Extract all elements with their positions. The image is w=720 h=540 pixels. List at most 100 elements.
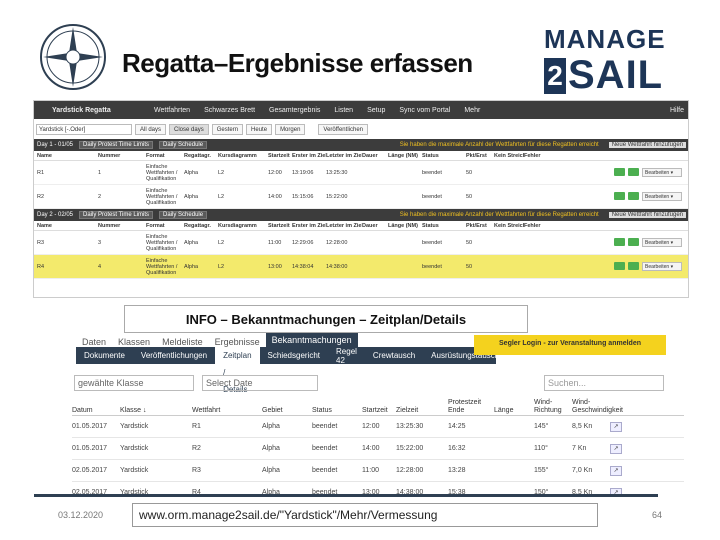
portal-subtab[interactable]: Veröffentlichungen bbox=[140, 351, 208, 360]
schedule-cell: R3 bbox=[192, 467, 201, 474]
race-row[interactable]: R3 3 Einfache Wettfahrten / Qualifikation A… bbox=[34, 231, 688, 255]
portal-subtab[interactable]: Dokumente bbox=[84, 351, 125, 360]
schedule-cell: R4 bbox=[192, 489, 201, 496]
column-header: Erster im Ziel bbox=[292, 152, 326, 159]
wind-info-icon[interactable]: ↗ bbox=[610, 443, 622, 454]
wind-info-icon[interactable]: ↗ bbox=[610, 465, 622, 476]
portal-tab[interactable]: Daten bbox=[82, 337, 107, 347]
day-tag-button[interactable]: Daily Protest Time Limits bbox=[79, 211, 154, 219]
column-header: Länge (NM) bbox=[388, 152, 418, 159]
portal-subtab[interactable]: Crewtausch bbox=[372, 351, 416, 360]
filter-morgen[interactable]: Morgen bbox=[275, 123, 306, 135]
app-brand[interactable]: Yardstick Regatta bbox=[52, 106, 111, 114]
race-cell: L2 bbox=[218, 169, 225, 176]
info-box: INFO – Bekanntmachungen – Zeitplan/Detai… bbox=[124, 305, 528, 333]
nav-item-hilfe[interactable]: Hilfe bbox=[669, 106, 684, 114]
filter-gestern[interactable]: Gestern bbox=[211, 123, 244, 135]
portal-filter: gewählte Klasse Select Date Suchen... bbox=[74, 372, 684, 394]
nav-item-setup[interactable]: Setup bbox=[367, 106, 386, 114]
schedule-column-header: Datum bbox=[72, 407, 93, 414]
schedule-column-header: Wind-Richtung bbox=[534, 399, 562, 414]
race-row[interactable]: R4 4 Einfache Wettfahrten / Qualifikation A… bbox=[34, 255, 688, 279]
race-cell: R2 bbox=[37, 193, 45, 200]
schedule-cell: Alpha bbox=[262, 445, 280, 452]
search-input[interactable]: Suchen... bbox=[544, 375, 664, 391]
row-actions: Bearbeiten ▾ bbox=[614, 262, 682, 271]
schedule-row: 02.05.2017 Yardstick R3 Alpha beendet 11:00 12… bbox=[72, 460, 684, 482]
date-filter-select[interactable]: Select Date bbox=[202, 375, 318, 391]
clock-icon[interactable] bbox=[628, 168, 639, 176]
column-header: Kursdiagramm bbox=[218, 222, 257, 229]
column-header: Status bbox=[422, 152, 439, 159]
schedule-cell: 02.05.2017 bbox=[72, 467, 108, 474]
column-header: Regattagr. bbox=[184, 152, 211, 159]
app-nav: Yardstick Regatta Wettfahrten Schwarzes … bbox=[34, 101, 688, 119]
segler-login-button[interactable]: Segler Login - zur Veranstaltung anmelde… bbox=[474, 335, 666, 355]
column-header: Fehler bbox=[524, 222, 541, 229]
portal-subtab[interactable]: Schiedsgericht bbox=[267, 351, 321, 360]
wind-info-icon[interactable]: ↗ bbox=[610, 487, 622, 496]
race-cell: 14:38:00 bbox=[326, 263, 348, 270]
max-races-warning: Sie haben die maximale Anzahl der Wettfa… bbox=[399, 142, 599, 148]
edit-button[interactable]: Bearbeiten ▾ bbox=[642, 168, 682, 177]
list-icon[interactable] bbox=[614, 168, 625, 176]
edit-button[interactable]: Bearbeiten ▾ bbox=[642, 238, 682, 247]
publish-button[interactable]: Veröffentlichen bbox=[318, 123, 368, 135]
clock-icon[interactable] bbox=[628, 192, 639, 200]
edit-button[interactable]: Bearbeiten ▾ bbox=[642, 262, 682, 271]
race-row[interactable]: R2 2 Einfache Wettfahrten / Qualifikation A… bbox=[34, 185, 688, 209]
race-cell: L2 bbox=[218, 239, 225, 246]
race-cell: 14:38:04 bbox=[292, 263, 314, 270]
edit-button[interactable]: Bearbeiten ▾ bbox=[642, 192, 682, 201]
list-icon[interactable] bbox=[614, 192, 625, 200]
nav-item-mehr[interactable]: Mehr bbox=[464, 106, 481, 114]
portal-subtab[interactable]: Regel 42 bbox=[336, 346, 357, 365]
clock-icon[interactable] bbox=[628, 238, 639, 246]
day-tag-button[interactable]: Daily Schedule bbox=[159, 141, 208, 149]
nav-item-listen[interactable]: Listen bbox=[334, 106, 354, 114]
filter-close-days[interactable]: Close days bbox=[169, 123, 209, 135]
race-cell: 15:22:00 bbox=[326, 193, 348, 200]
portal-tab[interactable]: Ergebnisse bbox=[214, 337, 260, 347]
portal-subtab[interactable]: Ausrüstungstausch bbox=[431, 351, 500, 360]
filter-all-days[interactable]: All days bbox=[135, 123, 167, 135]
list-icon[interactable] bbox=[614, 262, 625, 270]
column-header: Startzeit bbox=[268, 152, 290, 159]
race-cell: 1 bbox=[98, 169, 102, 176]
nav-item-schwarzes-brett[interactable]: Schwarzes Brett bbox=[204, 106, 256, 114]
portal-tab[interactable]: Bekanntmachungen bbox=[265, 333, 358, 347]
class-select[interactable]: Yardstick [-.Oder] bbox=[36, 123, 132, 135]
portal-subtabs: Dokumente Veröffentlichungen Zeitplan / De… bbox=[76, 346, 499, 394]
new-race-button[interactable]: Neue Wettfahrt hinzufügen bbox=[608, 212, 686, 218]
nav-item-sync[interactable]: Sync vom Portal bbox=[399, 106, 451, 114]
row-actions: Bearbeiten ▾ bbox=[614, 238, 682, 247]
day-tag-button[interactable]: Daily Schedule bbox=[159, 211, 208, 219]
day-title: Day 1 - 01/05 bbox=[37, 142, 74, 148]
nav-item-gesamtergebnis[interactable]: Gesamtergebnis bbox=[269, 106, 321, 114]
portal-subtab[interactable]: Zeitplan / Details bbox=[215, 347, 260, 394]
race-cell: 11:00 bbox=[268, 239, 282, 246]
day-tag-button[interactable]: Daily Protest Time Limits bbox=[79, 141, 154, 149]
filter-heute[interactable]: Heute bbox=[246, 123, 273, 135]
race-row[interactable]: R1 1 Einfache Wettfahrten / Qualifikation A… bbox=[34, 161, 688, 185]
dsv-compass-logo-icon bbox=[40, 24, 106, 90]
schedule-cell: 13:25:30 bbox=[396, 423, 424, 430]
wind-info-icon[interactable]: ↗ bbox=[610, 421, 622, 432]
nav-item-wettfahrten[interactable]: Wettfahrten bbox=[154, 106, 191, 114]
race-table-header: Name Nummer Format Regattagr. Kursdiagramm St… bbox=[34, 151, 688, 161]
new-race-button[interactable]: Neue Wettfahrt hinzufügen bbox=[608, 142, 686, 148]
schedule-column-header: Zielzeit bbox=[396, 407, 419, 414]
column-header: Nummer bbox=[98, 152, 121, 159]
portal-tab[interactable]: Klassen bbox=[118, 337, 151, 347]
portal-tab[interactable]: Meldeliste bbox=[162, 337, 203, 347]
list-icon[interactable] bbox=[614, 238, 625, 246]
race-cell: Alpha bbox=[184, 239, 199, 246]
max-races-warning: Sie haben die maximale Anzahl der Wettfa… bbox=[399, 212, 599, 218]
race-table-header: Name Nummer Format Regattagr. Kursdiagramm St… bbox=[34, 221, 688, 231]
schedule-cell: 8,5 Kn bbox=[572, 489, 593, 496]
schedule-row: 02.05.2017 Yardstick R4 Alpha beendet 13:00 14… bbox=[72, 482, 684, 496]
schedule-table-header: Datum Klasse ↓ Wettfahrt Gebiet Status Startz… bbox=[72, 394, 684, 416]
class-filter-select[interactable]: gewählte Klasse bbox=[74, 375, 194, 391]
clock-icon[interactable] bbox=[628, 262, 639, 270]
